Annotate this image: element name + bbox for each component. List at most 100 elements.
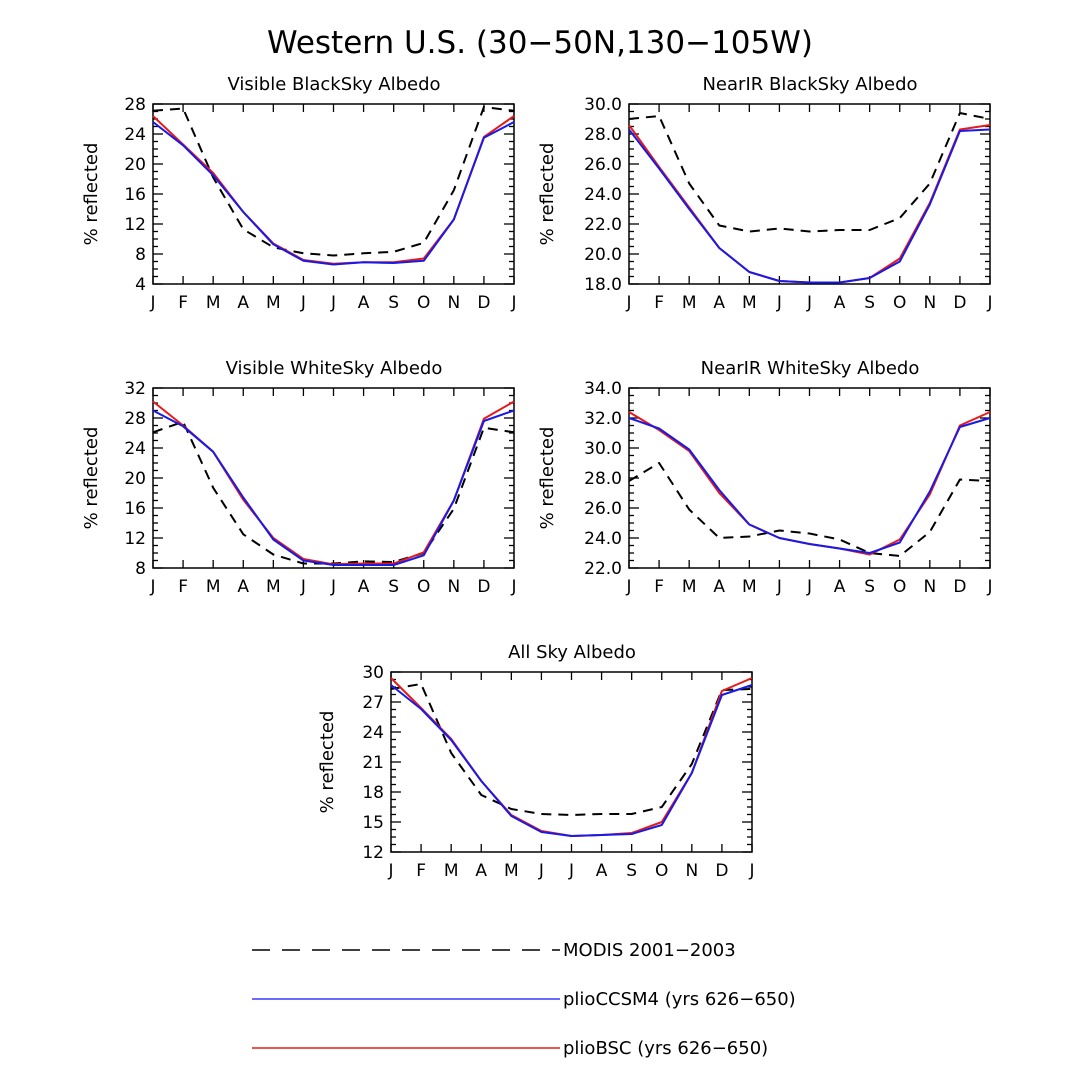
plot-frame: [152, 103, 515, 285]
x-tick-label: A: [596, 861, 608, 881]
pliocssm4-line: [152, 121, 515, 266]
x-tick-label: F: [654, 293, 664, 313]
y-tick-label: 26.0: [584, 499, 622, 519]
x-tick-label: F: [416, 861, 426, 881]
x-tick-label: F: [178, 293, 188, 313]
y-tick-label: 24.0: [584, 529, 622, 549]
y-tick-label: 12: [362, 843, 384, 863]
x-tick-label: M: [742, 293, 757, 313]
plot-frame: [390, 671, 753, 853]
modis-line: [628, 462, 991, 557]
x-tick-label: O: [655, 861, 668, 881]
panel-title: All Sky Albedo: [508, 642, 636, 663]
legend: MODIS 2001−2003 plioCCSM4 (yrs 626−650) …: [252, 940, 796, 1059]
panel-title: Visible BlackSky Albedo: [227, 74, 440, 95]
x-tick-label: F: [178, 577, 188, 597]
y-tick-label: 22.0: [584, 559, 622, 579]
y-tick-label: 28.0: [584, 125, 622, 145]
x-tick-label: J: [510, 577, 516, 597]
x-tick-label: A: [834, 577, 846, 597]
x-tick-label: A: [713, 577, 725, 597]
x-tick-label: A: [834, 293, 846, 313]
x-tick-label: J: [776, 293, 782, 313]
x-tick-label: J: [330, 293, 336, 313]
pliobsc-line: [628, 124, 991, 284]
x-tick-label: D: [953, 577, 966, 597]
y-tick-label: 16: [124, 499, 146, 519]
y-tick-label: 18: [362, 783, 384, 803]
x-tick-label: A: [237, 577, 249, 597]
y-axis-label: % reflected: [537, 427, 558, 530]
y-tick-label: 15: [362, 813, 384, 833]
x-tick-label: N: [923, 293, 936, 313]
panel-title: NearIR BlackSky Albedo: [702, 74, 917, 95]
pliocssm4-line: [628, 128, 991, 284]
figure-title: Western U.S. (30−50N,130−105W): [267, 25, 813, 61]
x-tick-label: J: [510, 293, 516, 313]
x-tick-label: D: [477, 577, 490, 597]
y-tick-label: 30.0: [584, 439, 622, 459]
y-tick-label: 18.0: [584, 275, 622, 295]
x-tick-label: J: [387, 861, 393, 881]
y-tick-label: 28: [124, 409, 146, 429]
legend-entry-pliocssm4: plioCCSM4 (yrs 626−650): [252, 989, 796, 1010]
x-tick-label: O: [417, 293, 430, 313]
modis-line: [628, 112, 991, 233]
x-tick-label: M: [682, 577, 697, 597]
x-tick-label: D: [715, 861, 728, 881]
modis-line: [390, 683, 753, 816]
x-tick-label: A: [358, 293, 370, 313]
plot-frame: [152, 387, 515, 569]
x-tick-label: F: [654, 577, 664, 597]
x-tick-label: J: [149, 293, 155, 313]
x-tick-label: S: [864, 293, 875, 313]
legend-entry-pliobsc: plioBSC (yrs 626−650): [252, 1038, 768, 1059]
legend-label-modis: MODIS 2001−2003: [563, 940, 736, 961]
x-tick-label: J: [300, 577, 306, 597]
modis-line: [152, 420, 515, 565]
y-axis-label: % reflected: [81, 143, 102, 246]
y-tick-label: 34.0: [584, 379, 622, 399]
pliobsc-line: [152, 115, 515, 265]
x-tick-label: A: [475, 861, 487, 881]
x-tick-label: M: [266, 293, 281, 313]
x-tick-label: J: [986, 577, 992, 597]
legend-label-pliobsc: plioBSC (yrs 626−650): [563, 1038, 768, 1059]
y-tick-label: 16: [124, 185, 146, 205]
y-tick-label: 27: [362, 693, 384, 713]
x-tick-label: N: [447, 577, 460, 597]
y-tick-label: 32: [124, 379, 146, 399]
panel-title: NearIR WhiteSky Albedo: [701, 358, 920, 379]
y-tick-label: 30.0: [584, 95, 622, 115]
x-tick-label: N: [685, 861, 698, 881]
y-tick-label: 20: [124, 155, 146, 175]
y-tick-label: 12: [124, 529, 146, 549]
x-tick-label: A: [713, 293, 725, 313]
x-tick-label: J: [538, 861, 544, 881]
x-tick-label: O: [417, 577, 430, 597]
x-tick-label: M: [206, 293, 221, 313]
x-tick-label: J: [806, 293, 812, 313]
pliocssm4-line: [152, 409, 515, 566]
y-axis-label: % reflected: [537, 143, 558, 246]
y-tick-label: 24.0: [584, 185, 622, 205]
x-tick-label: S: [388, 577, 399, 597]
x-tick-label: M: [206, 577, 221, 597]
x-tick-label: N: [447, 293, 460, 313]
x-tick-label: S: [864, 577, 875, 597]
x-tick-label: M: [266, 577, 281, 597]
x-tick-label: M: [682, 293, 697, 313]
pliocssm4-line: [390, 684, 753, 837]
y-tick-label: 32.0: [584, 409, 622, 429]
y-tick-label: 24: [362, 723, 384, 743]
y-tick-label: 4: [135, 275, 146, 295]
x-tick-label: A: [237, 293, 249, 313]
x-tick-label: J: [986, 293, 992, 313]
pliocssm4-line: [628, 417, 991, 554]
x-tick-label: J: [300, 293, 306, 313]
panel-title: Visible WhiteSky Albedo: [226, 358, 443, 379]
y-tick-label: 26.0: [584, 155, 622, 175]
y-tick-label: 28: [124, 95, 146, 115]
